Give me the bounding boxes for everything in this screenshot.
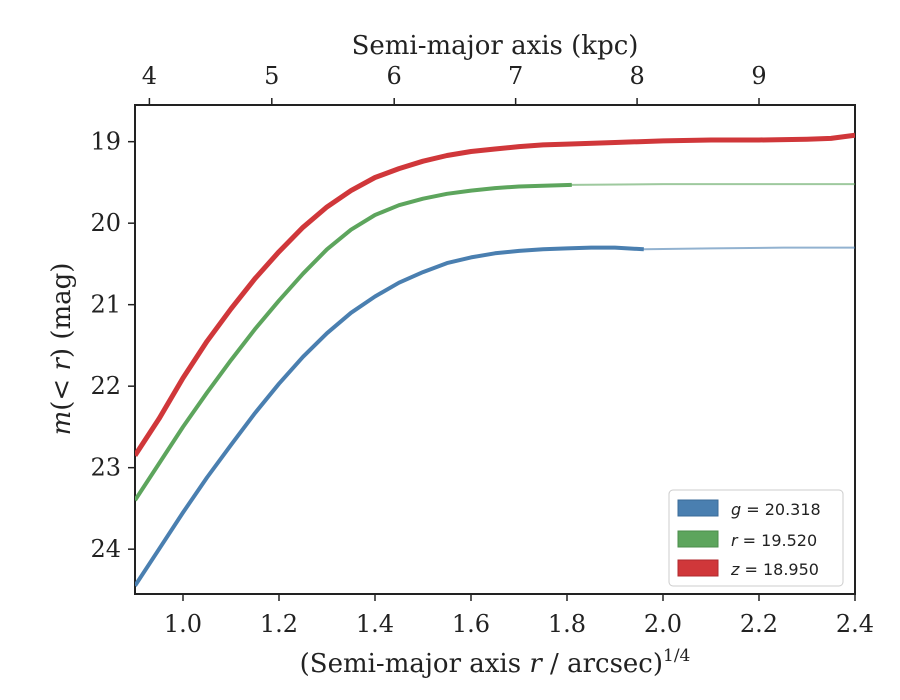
legend-swatch-g <box>677 499 719 517</box>
series-z-line <box>135 132 855 457</box>
y-axis-label: m(< r) (mag) <box>47 263 77 436</box>
x-tick-label: 2.4 <box>836 610 874 638</box>
legend-label-g: g = 20.318 <box>731 500 821 519</box>
series-layer <box>135 132 855 587</box>
top-x-tick-label: 9 <box>751 62 766 90</box>
series-g-line <box>135 245 644 587</box>
top-x-tick-label: 7 <box>508 62 523 90</box>
legend-swatch-r <box>677 530 719 548</box>
series-g-extension <box>642 246 855 251</box>
plot-frame <box>134 104 856 595</box>
legend-label-r: r = 19.520 <box>731 531 817 550</box>
y-tick-label: 23 <box>90 454 121 482</box>
top-x-axis-label: Semi-major axis (kpc) <box>352 31 639 61</box>
y-tick-label: 24 <box>90 535 121 563</box>
y-tick-label: 21 <box>90 291 121 319</box>
x-tick-label: 1.6 <box>452 610 490 638</box>
legend: g = 20.318 r = 19.520 z = 18.950 <box>668 489 844 587</box>
x-tick-label: 2.0 <box>644 610 682 638</box>
top-x-tick-label: 5 <box>264 62 279 90</box>
y-tick-label: 22 <box>90 372 121 400</box>
legend-swatch-z <box>677 559 719 577</box>
x-tick-label: 2.2 <box>740 610 778 638</box>
top-x-tick-label: 8 <box>629 62 644 90</box>
series-r-line <box>135 182 572 502</box>
top-x-tick-label: 4 <box>142 62 157 90</box>
series-r-extension <box>570 183 855 186</box>
x-axis-label: (Semi-major axis r / arcsec)1/4 <box>300 646 691 679</box>
x-tick-label: 1.0 <box>164 610 202 638</box>
x-tick-label: 1.8 <box>548 610 586 638</box>
legend-label-z: z = 18.950 <box>730 560 819 579</box>
x-tick-label: 1.4 <box>356 610 394 638</box>
y-tick-label: 20 <box>90 209 121 237</box>
x-tick-label: 1.2 <box>260 610 298 638</box>
y-tick-label: 19 <box>90 128 121 156</box>
top-x-tick-label: 6 <box>387 62 402 90</box>
ticks-layer: 1.0 1.2 1.4 1.6 1.8 2.0 2.2 2.4 19 20 21 22 23 24 4 5 6 7… <box>90 62 874 638</box>
